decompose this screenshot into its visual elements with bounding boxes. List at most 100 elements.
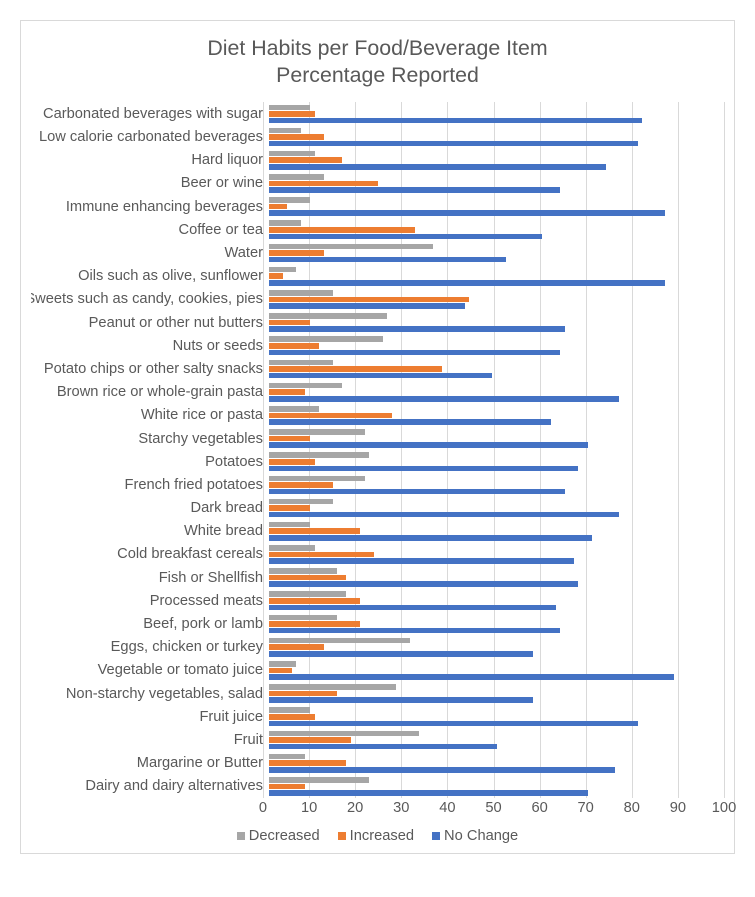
bar-increased [269, 343, 319, 349]
bar-no_change [269, 535, 592, 541]
category-row: Vegetable or tomato juice [31, 659, 724, 682]
category-label: Vegetable or tomato juice [31, 659, 269, 682]
category-row: Hard liquor [31, 149, 724, 172]
bar-group [269, 381, 724, 404]
category-row: Low calorie carbonated beverages [31, 126, 724, 149]
category-row: Immune enhancing beverages [31, 195, 724, 218]
category-label: Potatoes [31, 450, 269, 473]
bar-no_change [269, 605, 556, 611]
legend-label: No Change [444, 828, 518, 844]
x-tick-label: 30 [393, 800, 409, 816]
category-label: Hard liquor [31, 149, 269, 172]
bar-decreased [269, 336, 383, 342]
bar-group [269, 288, 724, 311]
bar-decreased [269, 777, 369, 783]
bar-no_change [269, 350, 560, 356]
plot-area: Carbonated beverages with sugarLow calor… [31, 102, 724, 848]
bar-decreased [269, 244, 433, 250]
category-label: White rice or pasta [31, 404, 269, 427]
bar-decreased [269, 406, 319, 412]
category-row: White bread [31, 520, 724, 543]
bar-group [269, 612, 724, 635]
bar-decreased [269, 499, 333, 505]
category-label: French fried potatoes [31, 473, 269, 496]
legend-swatch [338, 832, 346, 840]
bar-no_change [269, 442, 588, 448]
bar-no_change [269, 466, 578, 472]
bar-group [269, 752, 724, 775]
bar-no_change [269, 558, 574, 564]
bar-no_change [269, 396, 619, 402]
category-row: Cold breakfast cereals [31, 543, 724, 566]
chart-title-line2: Percentage Reported [31, 62, 724, 89]
bar-decreased [269, 754, 305, 760]
category-label: Brown rice or whole-grain pasta [31, 381, 269, 404]
bar-no_change [269, 628, 560, 634]
legend: Decreased Increased No Change [31, 828, 724, 844]
legend-item-increased: Increased [338, 828, 414, 844]
x-axis-ticks: 0102030405060708090100 [263, 800, 724, 818]
bar-decreased [269, 707, 310, 713]
legend-item-no_change: No Change [432, 828, 518, 844]
category-row: Fish or Shellfish [31, 566, 724, 589]
bar-no_change [269, 210, 665, 216]
bar-decreased [269, 545, 315, 551]
bar-increased [269, 389, 305, 395]
bar-group [269, 728, 724, 751]
bar-group [269, 172, 724, 195]
bar-no_change [269, 697, 533, 703]
category-row: Peanut or other nut butters [31, 311, 724, 334]
bar-increased [269, 134, 324, 140]
category-row: Processed meats [31, 589, 724, 612]
bar-increased [269, 668, 292, 674]
bar-increased [269, 621, 360, 627]
bar-increased [269, 552, 374, 558]
bar-increased [269, 505, 310, 511]
bar-increased [269, 227, 415, 233]
category-row: Fruit [31, 728, 724, 751]
bar-decreased [269, 128, 301, 134]
bar-increased [269, 644, 324, 650]
category-label: Beer or wine [31, 172, 269, 195]
legend-item-decreased: Decreased [237, 828, 320, 844]
category-label: Processed meats [31, 589, 269, 612]
bar-increased [269, 737, 351, 743]
bar-no_change [269, 581, 578, 587]
bar-decreased [269, 360, 333, 366]
bar-increased [269, 111, 315, 117]
bar-no_change [269, 419, 551, 425]
bar-decreased [269, 452, 369, 458]
bar-decreased [269, 429, 365, 435]
category-label: Fruit [31, 728, 269, 751]
bar-increased [269, 366, 442, 372]
bar-group [269, 334, 724, 357]
bar-increased [269, 320, 310, 326]
category-row: Sweets such as candy, cookies, pies [31, 288, 724, 311]
bar-group [269, 265, 724, 288]
bar-decreased [269, 568, 337, 574]
bar-decreased [269, 174, 324, 180]
bar-decreased [269, 591, 346, 597]
bar-no_change [269, 257, 506, 263]
x-tick-label: 0 [259, 800, 267, 816]
bar-increased [269, 784, 305, 790]
bar-increased [269, 598, 360, 604]
bar-group [269, 473, 724, 496]
bar-group [269, 195, 724, 218]
bar-group [269, 241, 724, 264]
bar-increased [269, 204, 287, 210]
x-tick-label: 80 [624, 800, 640, 816]
x-tick-label: 40 [439, 800, 455, 816]
bar-no_change [269, 767, 615, 773]
bar-decreased [269, 615, 337, 621]
bar-group [269, 357, 724, 380]
category-label: Fruit juice [31, 705, 269, 728]
x-tick-label: 100 [712, 800, 736, 816]
bar-increased [269, 714, 315, 720]
category-row: Potato chips or other salty snacks [31, 357, 724, 380]
bar-increased [269, 528, 360, 534]
bar-increased [269, 181, 378, 187]
bar-decreased [269, 197, 310, 203]
bar-increased [269, 157, 342, 163]
category-label: Starchy vegetables [31, 427, 269, 450]
